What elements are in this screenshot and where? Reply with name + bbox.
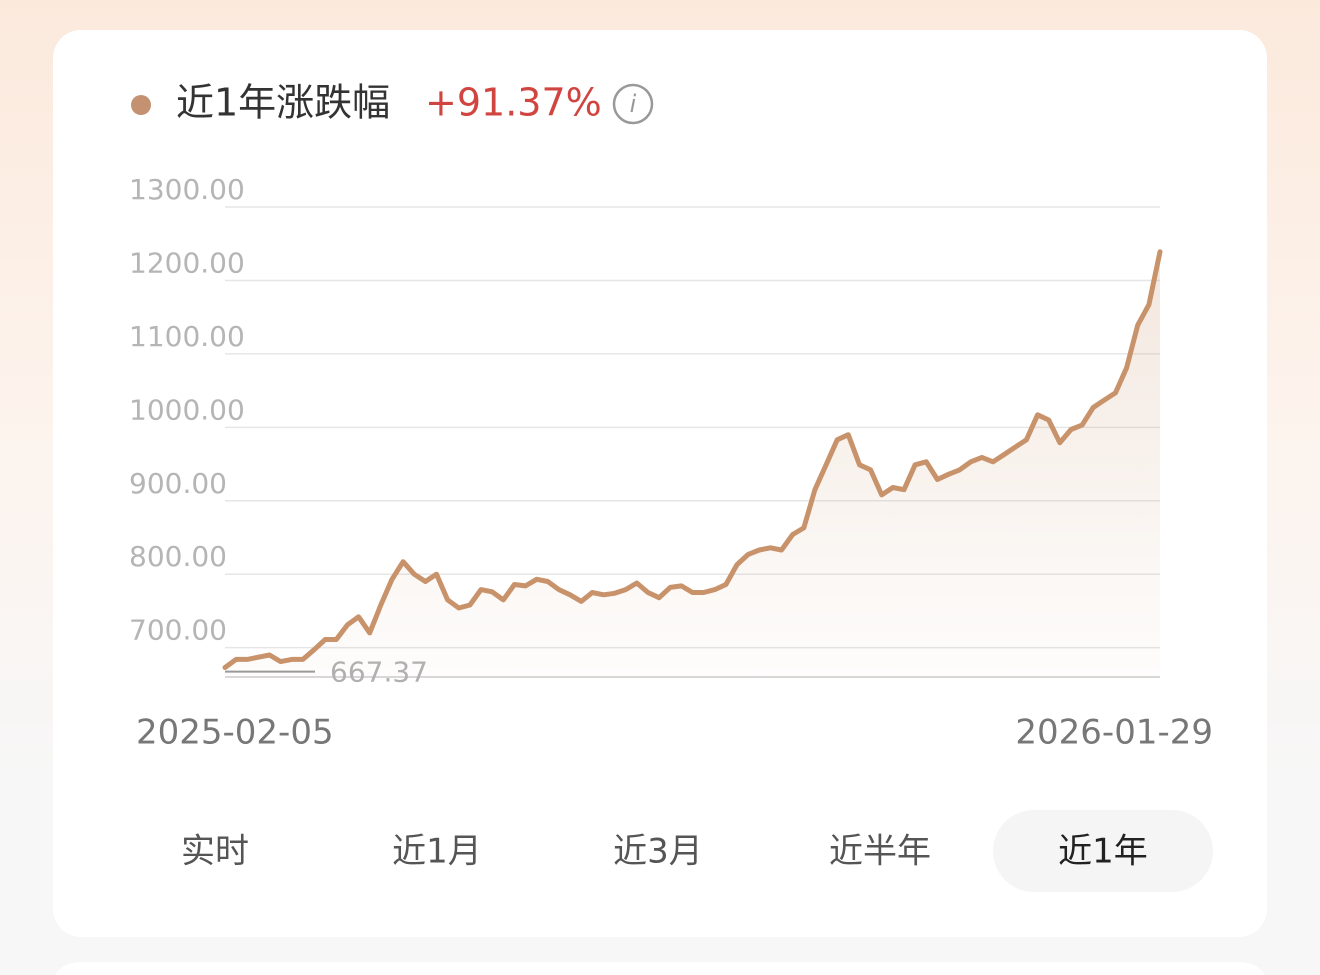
- tab-selected-bg[interactable]: [993, 810, 1213, 892]
- tab[interactable]: 近1年: [1058, 832, 1148, 872]
- y-tick-label: 800.00: [129, 540, 227, 573]
- header-title: 近1年涨跌幅: [176, 81, 390, 125]
- x-tick-label: 2026-01-29: [1015, 713, 1213, 753]
- line: [222, 249, 1163, 670]
- chart: 700.00 800.00 900.00 1000.00 1100.00 1200.00 1…: [129, 173, 1213, 753]
- legend-dot: [131, 95, 151, 115]
- tab[interactable]: 近半年: [829, 832, 931, 872]
- tab[interactable]: 实时: [181, 832, 249, 872]
- info-icon[interactable]: [612, 83, 654, 125]
- area: [225, 251, 1160, 678]
- y-tick-label: 700.00: [129, 614, 227, 647]
- card: [53, 30, 1267, 937]
- y-tick-label: 900.00: [129, 467, 227, 500]
- min-label: 667.37: [330, 656, 428, 689]
- header-change: +91.37%: [425, 81, 602, 125]
- tab[interactable]: 近1月: [392, 832, 482, 872]
- y-tick-label: 1000.00: [129, 393, 245, 426]
- y-tick-label: 1300.00: [129, 173, 245, 206]
- y-tick-label: 1200.00: [129, 246, 245, 279]
- next-card: [54, 962, 1266, 975]
- info-icon-glyph: i: [630, 90, 637, 118]
- x-tick-label: 2025-02-05: [136, 713, 334, 753]
- y-tick-label: 1100.00: [129, 320, 245, 353]
- tabs: 实时 近1月 近3月 近半年 近1年: [181, 810, 1213, 892]
- tab[interactable]: 近3月: [613, 832, 703, 872]
